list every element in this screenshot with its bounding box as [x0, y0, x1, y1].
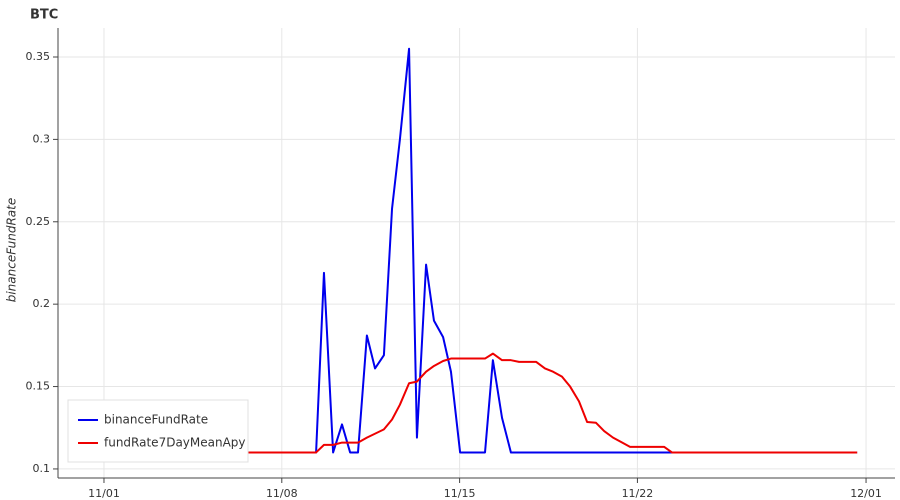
- y-tick-label: 0.35: [26, 50, 51, 63]
- legend-label: fundRate7DayMeanApy: [104, 436, 246, 450]
- x-tick-label: 11/22: [622, 487, 654, 500]
- y-tick-label: 0.15: [26, 380, 51, 393]
- line: [220, 352, 858, 454]
- y-tick-label: 0.1: [33, 462, 51, 475]
- x-tick-label: 11/08: [266, 487, 298, 500]
- x-tick-label: 11/01: [88, 487, 120, 500]
- y-axis-label: binanceFundRate: [5, 198, 19, 303]
- y-tick-label: 0.25: [26, 215, 51, 228]
- legend-box: [67, 399, 249, 463]
- y-tick-label: 0.3: [33, 132, 51, 145]
- y-tick-label: 0.2: [33, 297, 51, 310]
- x-tick-label: 11/15: [444, 487, 476, 500]
- x-tick-label: 12/01: [850, 487, 882, 500]
- line: [220, 47, 858, 454]
- chart-title: BTC: [30, 8, 58, 23]
- legend-label: binanceFundRate: [104, 413, 208, 427]
